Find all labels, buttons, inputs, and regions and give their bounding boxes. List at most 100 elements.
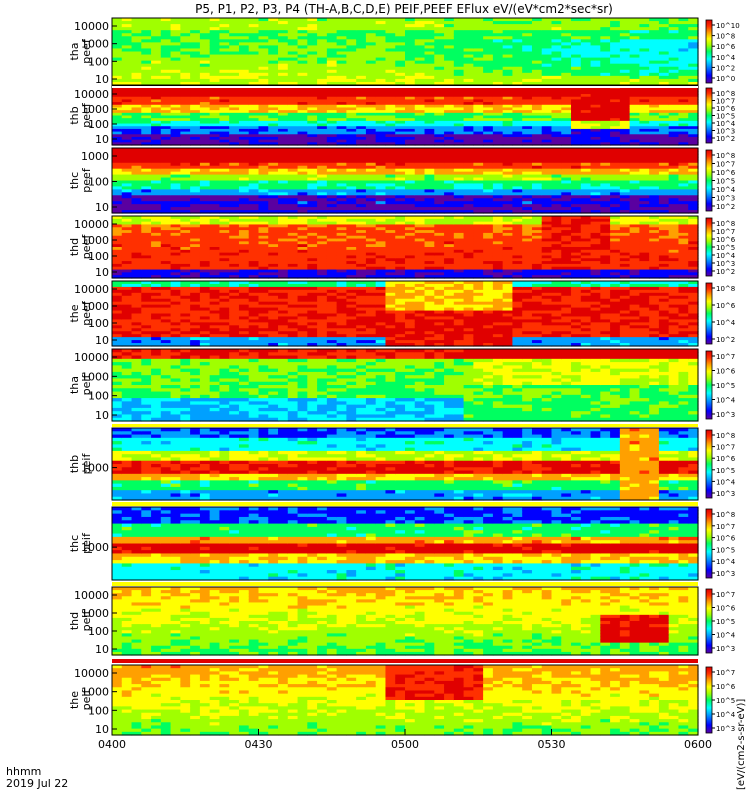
spectrogram-cell	[248, 235, 260, 240]
spectrogram-cell	[590, 112, 601, 117]
spectrogram-cell	[151, 30, 162, 34]
spectrogram-cell	[131, 75, 142, 80]
spectrogram-cell	[190, 192, 201, 196]
spectrogram-cell	[580, 120, 592, 125]
spectrogram-cell	[649, 60, 660, 65]
spectrogram-cell	[629, 136, 640, 141]
spectrogram-cell	[170, 275, 181, 279]
spectrogram-cell	[688, 136, 699, 141]
spectrogram-cell	[414, 227, 426, 231]
spectrogram-cell	[112, 120, 123, 125]
spectrogram-cell	[268, 183, 279, 187]
spectrogram-cell	[375, 42, 387, 47]
spectrogram-cell	[356, 72, 367, 77]
spectrogram-cell	[278, 24, 289, 28]
spectrogram-cell	[326, 189, 338, 193]
spectrogram-cell	[395, 159, 406, 164]
spectrogram-cell	[258, 177, 269, 182]
spectrogram-cell	[502, 150, 514, 155]
spectrogram-cell	[219, 91, 230, 95]
spectrogram-cell	[600, 207, 611, 211]
spectrogram-cell	[365, 21, 377, 25]
spectrogram-cell	[160, 30, 172, 34]
spectrogram-cell	[434, 183, 445, 187]
spectrogram-cell	[551, 42, 562, 47]
spectrogram-cell	[336, 247, 347, 251]
spectrogram-cell	[219, 177, 230, 182]
spectrogram-cell	[268, 186, 279, 190]
spectrogram-cell	[561, 48, 572, 53]
spectrogram-cell	[229, 204, 240, 208]
spectrogram-cell	[219, 66, 230, 71]
spectrogram-cell	[580, 186, 592, 190]
spectrogram-cell	[590, 102, 601, 106]
spectrogram-cell	[619, 110, 631, 114]
spectrogram-cell	[375, 195, 387, 199]
spectrogram-cell	[541, 126, 553, 130]
spectrogram-cell	[141, 72, 152, 77]
spectrogram-cell	[278, 110, 289, 114]
spectrogram-cell	[287, 159, 299, 164]
spectrogram-cell	[395, 18, 406, 22]
spectrogram-cell	[336, 177, 347, 182]
spectrogram-cell	[600, 156, 611, 161]
spectrogram-cell	[561, 201, 572, 205]
spectrogram-cell	[658, 198, 670, 202]
spectrogram-cell	[219, 63, 230, 68]
spectrogram-cell	[649, 36, 660, 40]
spectrogram-cell	[278, 249, 289, 254]
spectrogram-cell	[629, 104, 640, 109]
spectrogram-cell	[444, 33, 455, 37]
spectrogram-cell	[112, 261, 123, 265]
spectrogram-cell	[307, 57, 318, 62]
spectrogram-cell	[238, 258, 250, 262]
spectrogram-cell	[453, 18, 465, 22]
spectrogram-cell	[473, 120, 484, 125]
spectrogram-cell	[278, 238, 289, 242]
spectrogram-cell	[580, 165, 592, 170]
spectrogram-cell	[561, 107, 572, 111]
spectrogram-cell	[600, 42, 611, 47]
spectrogram-cell	[297, 42, 308, 47]
spectrogram-cell	[492, 51, 504, 56]
spectrogram-cell	[590, 72, 601, 77]
spectrogram-cell	[590, 192, 601, 196]
spectrogram-cell	[160, 134, 172, 138]
spectrogram-cell	[444, 139, 455, 143]
spectrogram-cell	[209, 241, 221, 245]
spectrogram-cell	[151, 263, 162, 268]
spectrogram-cell	[180, 238, 191, 242]
spectrogram-cell	[658, 189, 670, 193]
spectrogram-cell	[571, 110, 582, 114]
spectrogram-cell	[141, 198, 152, 202]
spectrogram-cell	[512, 72, 523, 77]
spectrogram-cell	[658, 51, 670, 56]
spectrogram-cell	[317, 218, 328, 223]
spectrogram-cell	[326, 216, 338, 220]
spectrogram-cell	[356, 235, 367, 240]
spectrogram-cell	[483, 168, 494, 173]
spectrogram-cell	[385, 247, 396, 251]
spectrogram-cell	[131, 159, 142, 164]
spectrogram-cell	[199, 75, 211, 80]
spectrogram-cell	[365, 110, 377, 114]
spectrogram-cell	[112, 230, 123, 234]
spectrogram-cell	[356, 189, 367, 193]
spectrogram-cell	[326, 94, 338, 98]
spectrogram-cell	[395, 275, 406, 279]
spectrogram-cell	[522, 204, 533, 208]
spectrogram-cell	[424, 123, 435, 127]
spectrogram-cell	[170, 266, 181, 271]
spectrogram-cell	[531, 96, 543, 101]
spectrogram-cell	[473, 201, 484, 205]
spectrogram-cell	[668, 128, 680, 133]
spectrogram-cell	[365, 78, 377, 83]
spectrogram-cell	[258, 269, 269, 273]
spectrogram-cell	[571, 136, 582, 141]
spectrogram-cell	[600, 177, 611, 182]
spectrogram-cell	[307, 156, 318, 161]
spectrogram-cell	[434, 57, 445, 62]
spectrogram-cell	[287, 201, 299, 205]
spectrogram-cell	[522, 107, 533, 111]
spectrogram-cell	[365, 180, 377, 185]
